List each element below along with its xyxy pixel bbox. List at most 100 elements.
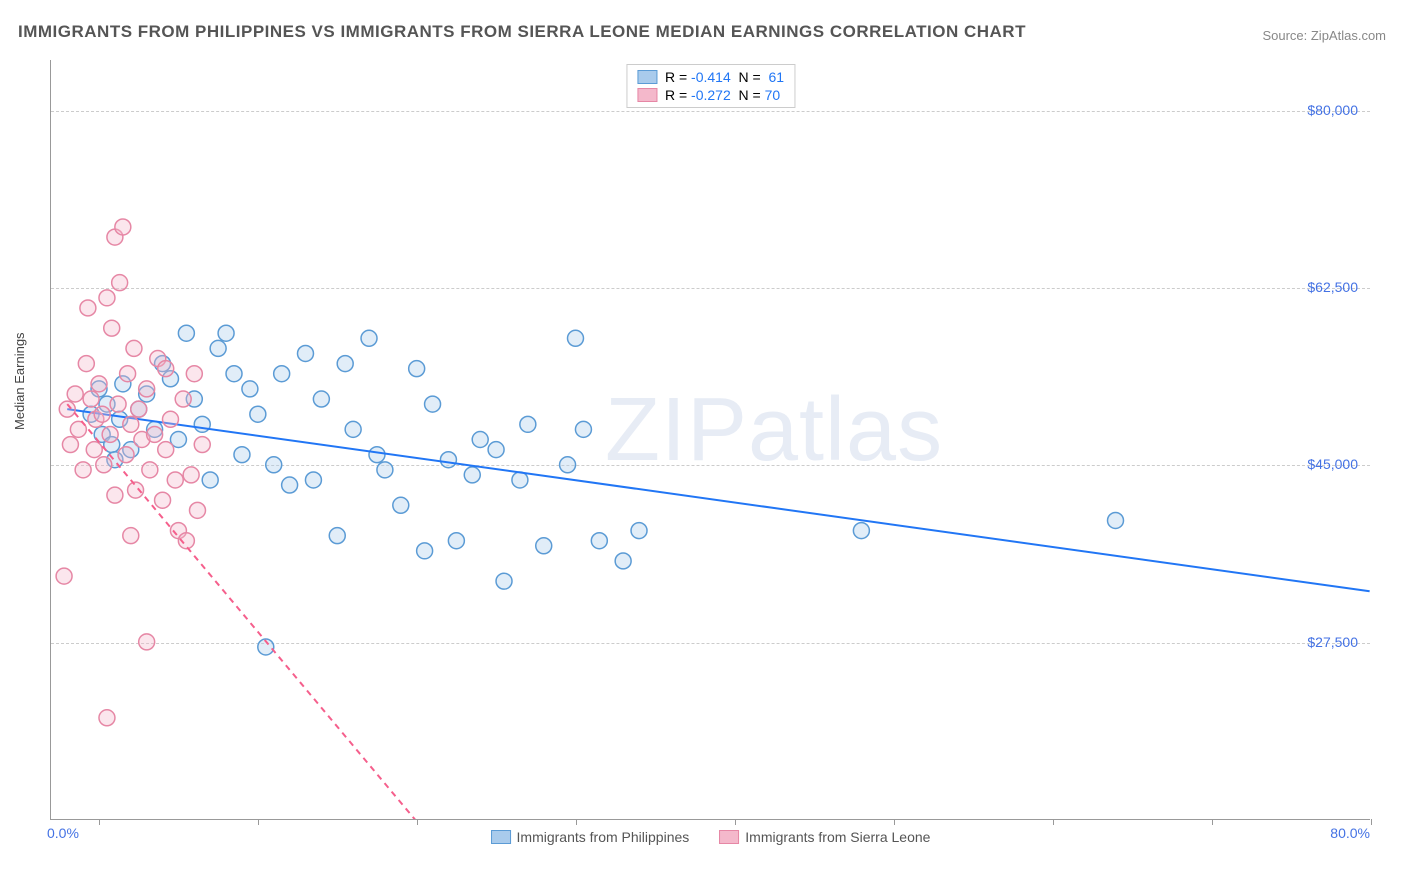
legend-swatch: [719, 830, 739, 844]
data-point: [99, 290, 115, 306]
legend-swatch: [637, 70, 657, 84]
data-point: [313, 391, 329, 407]
data-point: [202, 472, 218, 488]
data-point: [377, 462, 393, 478]
data-point: [139, 634, 155, 650]
data-point: [210, 340, 226, 356]
data-point: [78, 356, 94, 372]
x-tick: [258, 819, 259, 825]
data-point: [158, 442, 174, 458]
legend-stats-row: R = -0.272 N = 70: [637, 87, 784, 103]
data-point: [175, 391, 191, 407]
legend-label: Immigrants from Sierra Leone: [745, 829, 930, 845]
data-point: [853, 523, 869, 539]
data-point: [194, 437, 210, 453]
data-point: [226, 366, 242, 382]
plot-area: ZIPatlas R = -0.414 N = 61 R = -0.272 N …: [50, 60, 1370, 820]
data-point: [488, 442, 504, 458]
data-point: [520, 416, 536, 432]
legend-bottom: Immigrants from Philippines Immigrants fr…: [491, 829, 931, 845]
data-point: [305, 472, 321, 488]
chart-container: IMMIGRANTS FROM PHILIPPINES VS IMMIGRANT…: [0, 0, 1406, 892]
data-point: [448, 533, 464, 549]
data-point: [186, 366, 202, 382]
data-point: [80, 300, 96, 316]
data-point: [158, 361, 174, 377]
data-point: [361, 330, 377, 346]
data-point: [274, 366, 290, 382]
data-point: [126, 340, 142, 356]
data-point: [575, 421, 591, 437]
legend-item: Immigrants from Philippines: [491, 829, 690, 845]
data-point: [425, 396, 441, 412]
stat-r-label: R = -0.272 N = 70: [665, 87, 780, 103]
data-point: [496, 573, 512, 589]
x-tick: [576, 819, 577, 825]
data-point: [112, 275, 128, 291]
data-point: [139, 381, 155, 397]
data-point: [131, 401, 147, 417]
x-tick: [735, 819, 736, 825]
data-point: [62, 437, 78, 453]
x-axis-max-label: 80.0%: [1330, 825, 1370, 841]
data-point: [536, 538, 552, 554]
data-point: [142, 462, 158, 478]
data-point: [409, 361, 425, 377]
data-point: [464, 467, 480, 483]
data-point: [110, 396, 126, 412]
data-point: [417, 543, 433, 559]
data-point: [329, 528, 345, 544]
data-point: [266, 457, 282, 473]
legend-stats: R = -0.414 N = 61 R = -0.272 N = 70: [626, 64, 795, 108]
legend-label: Immigrants from Philippines: [517, 829, 690, 845]
data-point: [189, 502, 205, 518]
data-point: [218, 325, 234, 341]
data-point: [123, 416, 139, 432]
y-axis-label: Median Earnings: [12, 332, 27, 430]
legend-swatch: [491, 830, 511, 844]
data-point: [337, 356, 353, 372]
data-point: [250, 406, 266, 422]
x-axis-min-label: 0.0%: [47, 825, 79, 841]
data-point: [591, 533, 607, 549]
data-point: [96, 457, 112, 473]
data-point: [345, 421, 361, 437]
data-point: [560, 457, 576, 473]
data-point: [282, 477, 298, 493]
data-point: [123, 528, 139, 544]
data-point: [298, 345, 314, 361]
data-point: [242, 381, 258, 397]
data-point: [120, 366, 136, 382]
data-point: [118, 447, 134, 463]
data-point: [107, 487, 123, 503]
data-point: [472, 432, 488, 448]
data-point: [178, 325, 194, 341]
data-point: [102, 426, 118, 442]
data-point: [91, 376, 107, 392]
x-tick: [894, 819, 895, 825]
data-point: [183, 467, 199, 483]
data-point: [155, 492, 171, 508]
stat-r-label: R = -0.414 N = 61: [665, 69, 784, 85]
legend-item: Immigrants from Sierra Leone: [719, 829, 930, 845]
chart-title: IMMIGRANTS FROM PHILIPPINES VS IMMIGRANT…: [18, 22, 1026, 42]
legend-swatch: [637, 88, 657, 102]
x-tick: [1371, 819, 1372, 825]
data-point: [369, 447, 385, 463]
data-point: [1108, 512, 1124, 528]
data-point: [440, 452, 456, 468]
data-point: [162, 411, 178, 427]
data-point: [75, 462, 91, 478]
data-point: [83, 391, 99, 407]
x-tick: [99, 819, 100, 825]
data-point: [568, 330, 584, 346]
data-point: [393, 497, 409, 513]
data-point: [512, 472, 528, 488]
data-point: [631, 523, 647, 539]
data-point: [56, 568, 72, 584]
x-tick: [417, 819, 418, 825]
data-point: [147, 426, 163, 442]
data-point: [59, 401, 75, 417]
data-point: [194, 416, 210, 432]
trendline: [67, 409, 1369, 591]
